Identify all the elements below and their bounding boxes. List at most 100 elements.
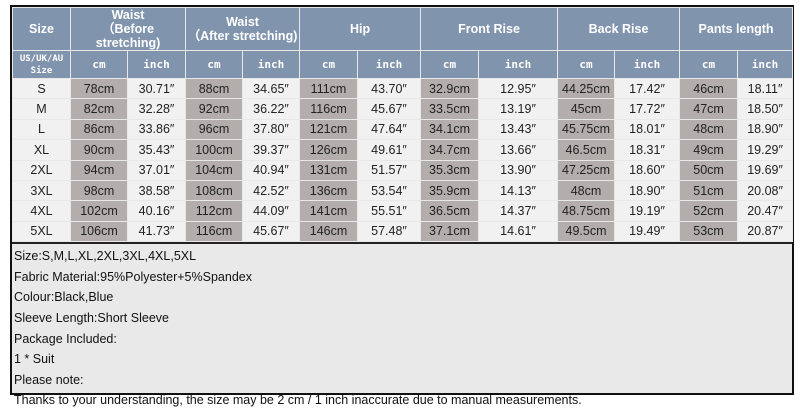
inch-cell: 18.31″ <box>614 139 681 161</box>
column-group-header: Waist （Before stretching) <box>70 7 186 51</box>
cm-cell: 37.1cm <box>420 220 480 243</box>
inch-cell: 39.37″ <box>241 139 301 161</box>
cm-cell: 35.3cm <box>420 159 480 181</box>
cm-cell: 146cm <box>299 220 359 243</box>
inch-cell: 18.90″ <box>614 179 681 202</box>
size-subheader: US/UK/AU Size <box>12 50 71 79</box>
cm-cell: 46cm <box>679 77 739 100</box>
inch-cell: 51.57″ <box>357 159 422 181</box>
note-line: Size:S,M,L,XL,2XL,3XL,4XL,5XL <box>14 249 197 264</box>
inch-cell: 18.01″ <box>614 118 681 141</box>
size-subheader-line: Size <box>30 65 53 76</box>
inch-cell: 49.61″ <box>357 139 422 161</box>
note-line: Sleeve Length:Short Sleeve <box>14 310 169 325</box>
column-group-header: Front Rise <box>420 7 559 51</box>
inch-cell: 13.43″ <box>478 118 559 141</box>
cm-cell: 102cm <box>70 200 128 222</box>
inch-cell: 35.43″ <box>127 139 186 161</box>
inch-cell: 18.90″ <box>737 118 794 141</box>
product-notes: Size:S,M,L,XL,2XL,3XL,4XL,5XL Fabric Mate… <box>12 242 792 411</box>
cm-cell: 86cm <box>70 118 128 141</box>
size-cell: M <box>12 98 71 120</box>
cm-cell: 36.5cm <box>420 200 480 222</box>
inch-cell: 47.64″ <box>357 118 422 141</box>
unit-header: cm <box>299 50 359 79</box>
cm-cell: 106cm <box>70 220 128 243</box>
unit-header: inch <box>737 50 794 79</box>
group-title: Hip <box>349 22 371 36</box>
size-cell: XL <box>12 139 71 161</box>
size-cell: 4XL <box>12 200 71 222</box>
cm-cell: 94cm <box>70 159 128 181</box>
note-line: Thanks to your understanding, the size m… <box>14 393 582 408</box>
group-title: Waist <box>226 15 259 29</box>
cm-cell: 104cm <box>185 159 243 181</box>
size-cell: 3XL <box>12 179 71 202</box>
inch-cell: 37.01″ <box>127 159 186 181</box>
inch-cell: 32.28″ <box>127 98 186 120</box>
table-row: 2XL 94cm 37.01″ 104cm 40.94″ 131cm 51.57″ 35.3c… <box>12 159 794 181</box>
unit-header: cm <box>679 50 739 79</box>
cm-cell: 32.9cm <box>420 77 480 100</box>
inch-cell: 18.11″ <box>737 77 794 100</box>
group-title: Waist <box>111 8 145 22</box>
inch-cell: 19.29″ <box>737 139 794 161</box>
cm-cell: 51cm <box>679 179 739 202</box>
cm-cell: 44.25cm <box>557 77 616 100</box>
cm-cell: 47cm <box>679 98 739 120</box>
inch-cell: 19.19″ <box>614 200 681 222</box>
column-group-header: Pants length <box>679 7 794 51</box>
inch-cell: 36.22″ <box>241 98 301 120</box>
cm-cell: 126cm <box>299 139 359 161</box>
inch-cell: 30.71″ <box>127 77 186 100</box>
inch-cell: 13.90″ <box>478 159 559 181</box>
inch-cell: 14.13″ <box>478 179 559 202</box>
inch-cell: 43.70″ <box>357 77 422 100</box>
group-title: Front Rise <box>458 22 520 36</box>
cm-cell: 92cm <box>185 98 243 120</box>
inch-cell: 42.52″ <box>241 179 301 202</box>
cm-cell: 45.75cm <box>557 118 616 141</box>
inch-cell: 20.08″ <box>737 179 794 202</box>
cm-cell: 78cm <box>70 77 128 100</box>
cm-cell: 49.5cm <box>557 220 616 243</box>
inch-cell: 57.48″ <box>357 220 422 243</box>
size-cell: 2XL <box>12 159 71 181</box>
inch-cell: 19.69″ <box>737 159 794 181</box>
inch-cell: 41.73″ <box>127 220 186 243</box>
cm-cell: 131cm <box>299 159 359 181</box>
inch-cell: 18.60″ <box>614 159 681 181</box>
column-group-header: Waist （After stretching) <box>184 7 301 51</box>
group-title: Back Rise <box>588 22 649 36</box>
inch-cell: 40.94″ <box>241 159 301 181</box>
inch-cell: 45.67″ <box>357 98 422 120</box>
cm-cell: 108cm <box>185 179 243 202</box>
cm-cell: 136cm <box>299 179 359 202</box>
inch-cell: 38.58″ <box>127 179 186 202</box>
cm-cell: 112cm <box>185 200 243 222</box>
unit-header: cm <box>557 50 616 79</box>
table-row: S 78cm 30.71″ 88cm 34.65″ 111cm 43.70″ 32.9cm 12… <box>12 77 794 100</box>
cm-cell: 116cm <box>185 220 243 243</box>
note-line: Please note: <box>14 372 84 387</box>
inch-cell: 44.09″ <box>241 200 301 222</box>
column-group-header: Hip <box>299 7 422 51</box>
cm-cell: 52cm <box>679 200 739 222</box>
cm-cell: 111cm <box>299 77 359 100</box>
unit-header: inch <box>614 50 681 79</box>
unit-header: cm <box>70 50 128 79</box>
table-row: L 86cm 33.86″ 96cm 37.80″ 121cm 47.64″ 34.1cm 13… <box>12 118 794 141</box>
cm-cell: 100cm <box>185 139 243 161</box>
unit-header: inch <box>478 50 559 79</box>
unit-header: inch <box>241 50 301 79</box>
unit-header: inch <box>357 50 422 79</box>
cm-cell: 90cm <box>70 139 128 161</box>
cm-cell: 82cm <box>70 98 128 120</box>
size-subheader-line: US/UK/AU <box>19 53 64 64</box>
cm-cell: 49cm <box>679 139 739 161</box>
cm-cell: 53cm <box>679 220 739 243</box>
cm-cell: 45cm <box>557 98 616 120</box>
inch-cell: 13.19″ <box>478 98 559 120</box>
size-header: Size <box>12 7 71 51</box>
inch-cell: 14.37″ <box>478 200 559 222</box>
